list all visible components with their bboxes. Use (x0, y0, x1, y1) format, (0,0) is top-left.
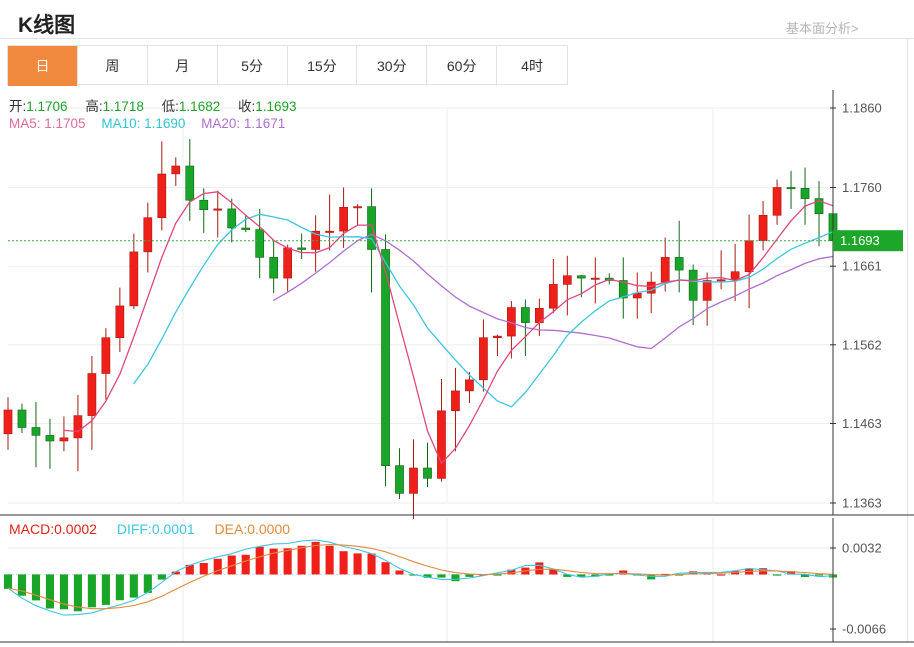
svg-text:1.1860: 1.1860 (842, 101, 882, 116)
svg-text:1.1661: 1.1661 (842, 259, 882, 274)
svg-text:1.1693: 1.1693 (840, 233, 880, 248)
svg-text:-0.0066: -0.0066 (842, 622, 886, 637)
svg-text:1.1363: 1.1363 (842, 496, 882, 511)
svg-text:1.1562: 1.1562 (842, 337, 882, 352)
svg-text:1.1463: 1.1463 (842, 416, 882, 431)
svg-text:1.1760: 1.1760 (842, 180, 882, 195)
svg-text:0.0032: 0.0032 (842, 541, 882, 556)
